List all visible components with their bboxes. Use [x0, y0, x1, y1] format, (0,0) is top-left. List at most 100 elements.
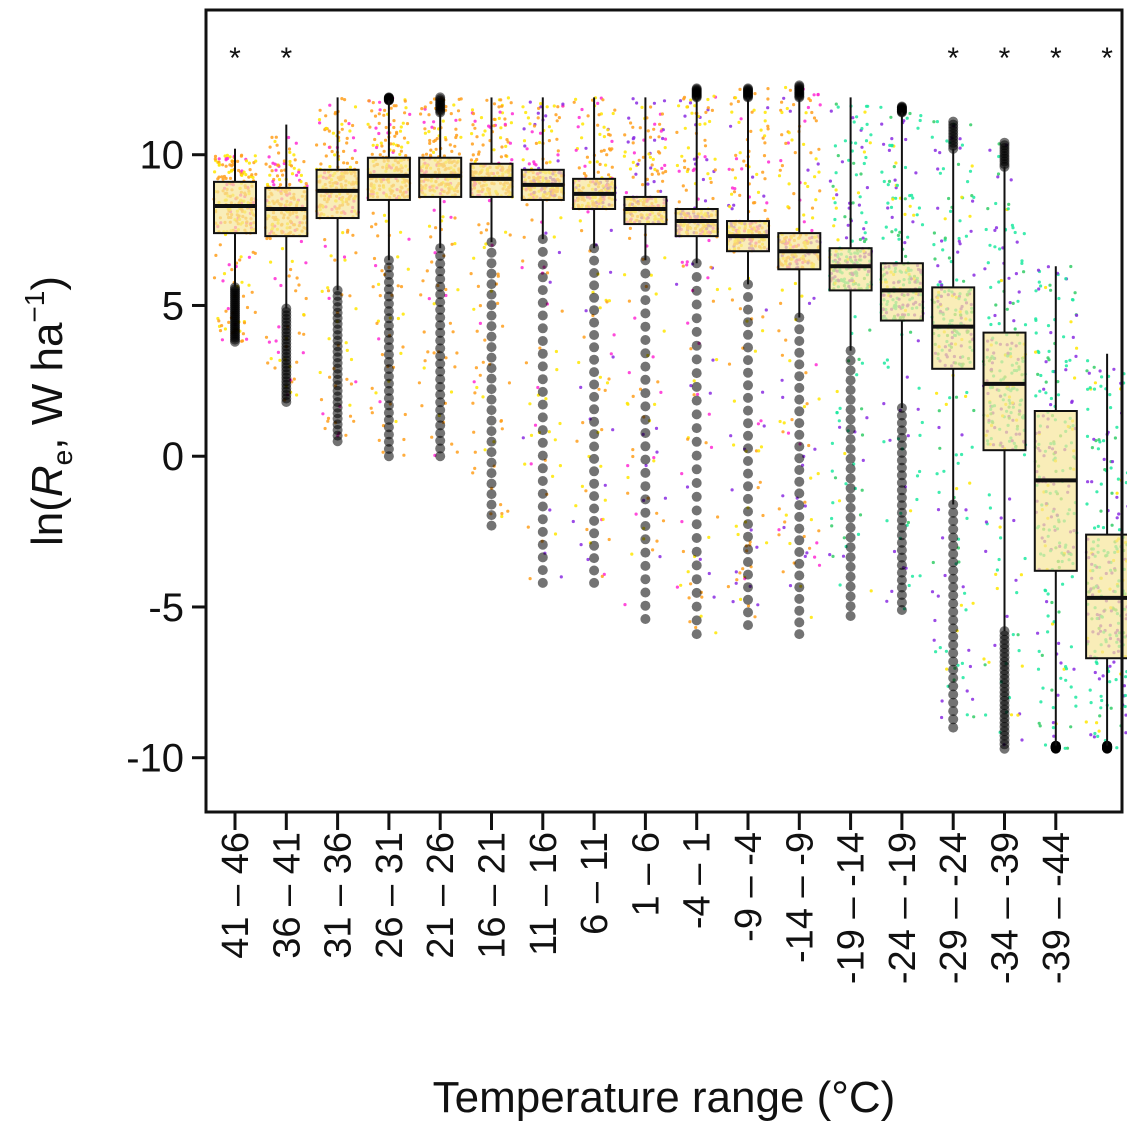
data-point — [371, 211, 375, 215]
data-point — [598, 306, 602, 310]
data-point — [1085, 434, 1090, 438]
data-point — [331, 131, 335, 135]
data-point — [444, 356, 448, 360]
outlier-point — [640, 547, 651, 558]
data-point — [448, 321, 452, 325]
outlier-point — [537, 425, 548, 436]
data-point — [906, 434, 910, 438]
data-point — [267, 340, 271, 344]
data-point — [525, 203, 529, 207]
outlier-point — [537, 272, 548, 283]
data-point — [905, 375, 909, 379]
data-point — [784, 513, 788, 517]
data-point — [1073, 376, 1077, 380]
data-point — [887, 179, 892, 183]
data-point — [627, 371, 631, 375]
data-point — [788, 541, 792, 546]
data-point — [936, 508, 941, 512]
data-point — [701, 177, 706, 182]
data-point — [858, 513, 863, 517]
data-point — [948, 396, 952, 400]
data-point — [680, 260, 684, 264]
data-point — [396, 144, 400, 148]
outlier-point — [948, 623, 959, 634]
data-point — [353, 105, 358, 109]
data-point — [584, 146, 588, 150]
data-point — [1007, 202, 1011, 206]
data-point — [661, 136, 665, 141]
outlier-point — [794, 582, 805, 593]
box — [366, 156, 411, 201]
data-point — [736, 99, 741, 104]
data-point — [427, 297, 431, 301]
data-point — [327, 129, 331, 133]
data-point — [833, 476, 838, 480]
data-point — [898, 230, 902, 234]
data-point — [831, 554, 835, 559]
data-point — [1040, 653, 1044, 658]
data-point — [626, 475, 630, 480]
data-point — [855, 373, 859, 377]
data-point — [1036, 268, 1041, 272]
data-point — [631, 137, 635, 141]
data-point — [989, 322, 993, 327]
data-point — [860, 433, 865, 437]
data-point — [1089, 733, 1093, 737]
data-point — [454, 127, 458, 131]
data-point — [597, 387, 601, 391]
data-point — [918, 574, 922, 578]
outlier-point — [640, 348, 651, 359]
data-point — [378, 100, 382, 104]
data-point — [1051, 726, 1055, 730]
outlier-point — [435, 250, 446, 261]
data-point — [1086, 480, 1090, 484]
data-point — [738, 151, 742, 155]
outlier-point — [691, 368, 702, 379]
data-point — [698, 557, 702, 562]
data-point — [802, 142, 806, 146]
data-point — [537, 140, 542, 145]
data-point — [377, 131, 381, 136]
data-point — [349, 357, 354, 362]
data-point — [834, 206, 838, 210]
data-point — [960, 452, 964, 457]
data-point — [254, 172, 258, 176]
data-point — [1061, 582, 1065, 586]
data-point — [1008, 497, 1012, 501]
data-point — [802, 213, 806, 217]
data-point — [301, 351, 305, 355]
data-point — [302, 160, 306, 164]
data-point — [295, 360, 299, 364]
data-point — [971, 199, 975, 203]
data-point — [1095, 721, 1099, 725]
data-point — [729, 434, 733, 438]
outlier-point — [691, 601, 702, 612]
data-point — [627, 299, 632, 303]
data-point — [880, 170, 884, 174]
outlier-point — [896, 403, 907, 413]
outlier-point — [691, 409, 702, 420]
data-point — [1050, 600, 1054, 605]
data-point — [685, 263, 689, 267]
data-point — [882, 440, 886, 444]
data-point — [1037, 287, 1041, 291]
outlier-point — [794, 617, 805, 628]
outlier-point — [486, 352, 497, 363]
data-point — [1092, 387, 1097, 391]
data-point — [868, 328, 872, 332]
data-point — [533, 423, 538, 427]
data-point — [610, 165, 614, 169]
data-point — [809, 518, 814, 522]
data-point — [536, 385, 540, 390]
data-point — [471, 153, 475, 157]
data-point — [229, 169, 233, 173]
data-point — [470, 132, 474, 136]
data-point — [1022, 270, 1026, 274]
data-point — [1009, 713, 1014, 717]
outlier-point — [486, 436, 497, 447]
data-point — [638, 126, 642, 130]
data-point — [333, 153, 337, 157]
outlier-point — [896, 597, 907, 608]
data-point — [456, 288, 460, 292]
data-point — [384, 219, 388, 223]
